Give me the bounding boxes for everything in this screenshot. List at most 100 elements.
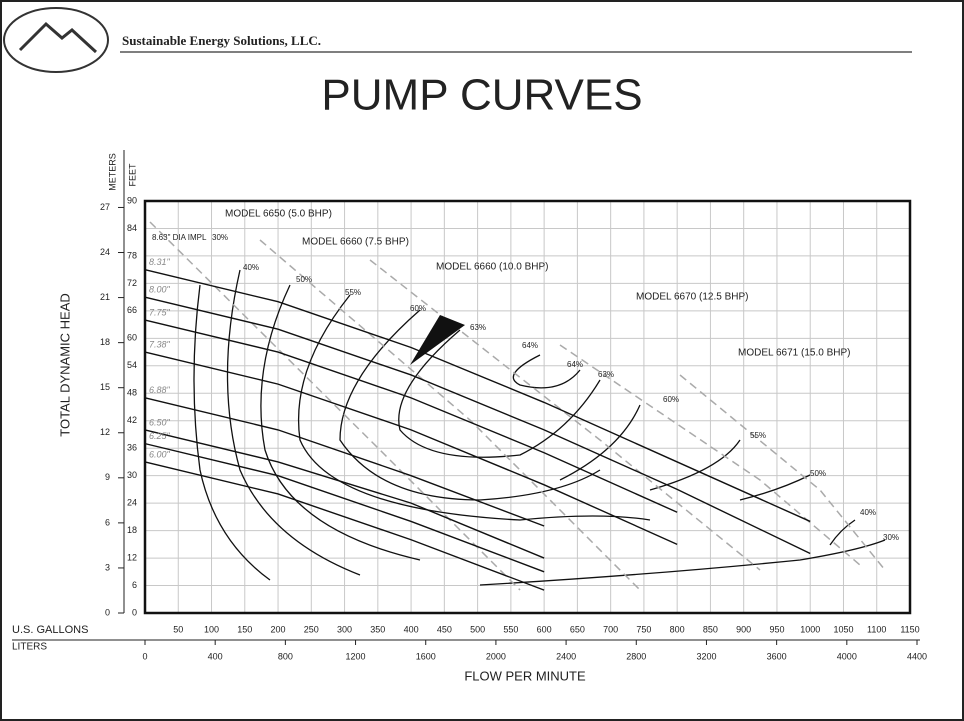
model-label: MODEL 6650 (5.0 BHP) xyxy=(225,209,332,220)
series-label: 6.50" xyxy=(149,417,171,427)
y2-tick-label: 0 xyxy=(105,607,110,617)
x-tick-label: 200 xyxy=(271,624,286,634)
efficiency-label: 63% xyxy=(470,323,486,332)
x2-tick-label: 3600 xyxy=(767,651,787,661)
series-label: 7.38" xyxy=(149,339,171,349)
model-label: MODEL 6670 (12.5 BHP) xyxy=(636,292,748,303)
series-label: 8.00" xyxy=(149,285,171,295)
y2-unit-label: METERS xyxy=(107,153,117,191)
x-tick-label: 1100 xyxy=(867,624,886,634)
efficiency-label: 60% xyxy=(663,395,679,404)
x2-tick-label: 4000 xyxy=(837,651,857,661)
series-label: 6.88" xyxy=(149,385,171,395)
x2-tick-label: 2000 xyxy=(486,651,506,661)
y-tick-label: 18 xyxy=(127,525,137,535)
y-tick-label: 30 xyxy=(127,470,137,480)
plot-frame xyxy=(143,199,912,615)
efficiency-label: 30% xyxy=(883,533,899,542)
y-tick-label: 66 xyxy=(127,305,137,315)
x2-tick-label: 2400 xyxy=(556,651,576,661)
x-axis-label: FLOW PER MINUTE xyxy=(464,668,586,683)
efficiency-label: 60% xyxy=(410,304,426,313)
y-axis-label: TOTAL DYNAMIC HEAD xyxy=(57,293,72,437)
efficiency-label: 64% xyxy=(522,341,538,350)
y2-tick-label: 27 xyxy=(100,202,110,212)
y-tick-label: 54 xyxy=(127,360,137,370)
x-tick-label: 400 xyxy=(404,624,419,634)
y-tick-label: 90 xyxy=(127,195,137,205)
x-tick-label: 1000 xyxy=(800,624,820,634)
series-label: 8.31" xyxy=(149,257,171,267)
series-label: 7.75" xyxy=(149,307,171,317)
model-label: MODEL 6671 (15.0 BHP) xyxy=(738,348,850,359)
y-tick-label: 36 xyxy=(127,443,137,453)
model-label: MODEL 6660 (10.0 BHP) xyxy=(436,262,548,273)
x-tick-label: 350 xyxy=(370,624,385,634)
x-tick-label: 300 xyxy=(337,624,352,634)
x2-tick-label: 400 xyxy=(208,651,223,661)
head-curve xyxy=(144,429,545,559)
efficiency-label: 64% xyxy=(567,360,583,369)
y-tick-label: 78 xyxy=(127,250,137,260)
x2-tick-label: 3200 xyxy=(696,651,716,661)
y2-tick-label: 9 xyxy=(105,472,110,482)
x-tick-label: 950 xyxy=(769,624,784,634)
x-tick-label: 1150 xyxy=(900,624,919,634)
x-tick-label: 650 xyxy=(570,624,585,634)
x-unit-label: U.S. GALLONS xyxy=(12,624,88,636)
x-tick-label: 550 xyxy=(503,624,518,634)
y-tick-label: 72 xyxy=(127,278,137,288)
y-tick-label: 0 xyxy=(132,607,137,617)
x2-tick-label: 0 xyxy=(142,651,147,661)
x-tick-label: 500 xyxy=(470,624,485,634)
x-tick-label: 250 xyxy=(304,624,319,634)
series-label: 6.25" xyxy=(149,431,171,441)
efficiency-label: 55% xyxy=(345,288,361,297)
logo xyxy=(3,7,109,73)
x2-tick-label: 800 xyxy=(278,651,293,661)
y2-tick-label: 18 xyxy=(100,337,110,347)
head-curve xyxy=(144,319,678,513)
x-tick-label: 150 xyxy=(237,624,252,634)
y2-tick-label: 12 xyxy=(100,427,110,437)
x-tick-label: 800 xyxy=(670,624,685,634)
head-curve xyxy=(144,296,811,555)
model-label: MODEL 6660 (7.5 BHP) xyxy=(302,237,409,248)
y-tick-label: 6 xyxy=(132,580,137,590)
efficiency-label: 40% xyxy=(243,263,259,272)
x-tick-label: 50 xyxy=(173,624,183,634)
head-curve xyxy=(144,461,545,591)
y-unit-label: FEET xyxy=(127,163,137,187)
y-tick-label: 24 xyxy=(127,498,137,508)
x-tick-label: 700 xyxy=(603,624,618,634)
x-tick-label: 600 xyxy=(537,624,552,634)
y-tick-label: 60 xyxy=(127,333,137,343)
x-tick-label: 450 xyxy=(437,624,452,634)
efficiency-label: 55% xyxy=(750,431,766,440)
x-tick-label: 100 xyxy=(204,624,219,634)
series-label: 6.00" xyxy=(149,449,171,459)
y2-tick-label: 6 xyxy=(105,517,110,527)
y-tick-label: 42 xyxy=(127,415,137,425)
head-curve xyxy=(144,268,811,523)
y2-tick-label: 3 xyxy=(105,562,110,572)
x2-unit-label: LITERS xyxy=(12,642,47,653)
x2-tick-label: 2800 xyxy=(626,651,646,661)
efficiency-label: 30% xyxy=(212,233,228,242)
x-tick-label: 750 xyxy=(636,624,651,634)
y-tick-label: 84 xyxy=(127,223,137,233)
x-tick-label: 1050 xyxy=(833,624,853,634)
efficiency-label: 63% xyxy=(598,370,614,379)
y-tick-label: 12 xyxy=(127,552,137,562)
efficiency-label: 50% xyxy=(296,275,312,284)
x-tick-label: 900 xyxy=(736,624,751,634)
x2-tick-label: 1200 xyxy=(346,651,366,661)
y2-tick-label: 21 xyxy=(100,292,110,302)
efficiency-label: 50% xyxy=(810,469,826,478)
efficiency-curves xyxy=(193,269,886,586)
x-tick-label: 850 xyxy=(703,624,718,634)
head-curve xyxy=(144,442,545,573)
efficiency-label: 40% xyxy=(860,508,876,517)
